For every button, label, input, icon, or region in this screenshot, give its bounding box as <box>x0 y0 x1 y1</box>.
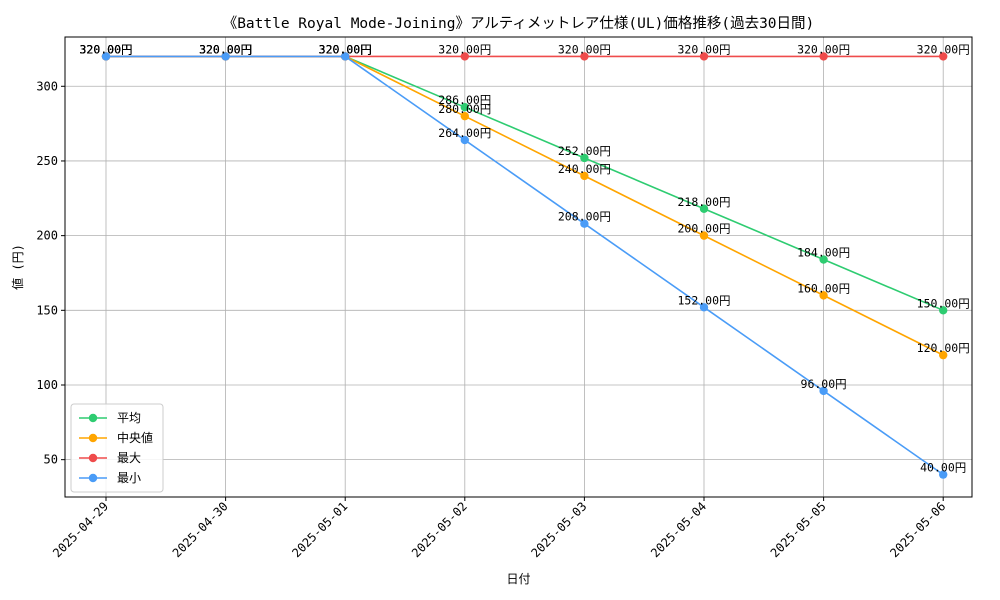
legend-swatch-marker <box>88 413 98 423</box>
data-point <box>580 219 589 228</box>
data-label: 320.00円 <box>319 42 372 56</box>
data-label: 320.00円 <box>199 42 252 56</box>
data-label: 160.00円 <box>797 281 850 295</box>
data-label: 200.00円 <box>677 222 730 236</box>
x-tick-label: 2025-05-06 <box>887 499 948 560</box>
data-label: 150.00円 <box>917 296 970 310</box>
data-point <box>580 52 589 61</box>
series-layer <box>101 52 948 479</box>
data-point <box>460 102 469 112</box>
data-point <box>699 303 709 312</box>
data-label: 320.00円 <box>319 42 372 56</box>
legend-box <box>70 403 164 493</box>
legend-swatch-marker <box>88 433 98 443</box>
data-point <box>939 350 948 360</box>
data-point <box>699 231 709 240</box>
legend-swatch-marker <box>88 453 98 463</box>
series-line <box>106 55 944 476</box>
y-axis-title: 値 (円) <box>10 244 25 290</box>
data-label: 40.00円 <box>920 461 966 475</box>
series-1 <box>101 52 948 315</box>
data-label: 320.00円 <box>199 42 252 56</box>
x-tick-label: 2025-04-30 <box>170 499 231 560</box>
data-label: 120.00円 <box>917 341 970 355</box>
x-tick-label: 2025-05-05 <box>768 499 829 560</box>
data-label: 320.00円 <box>79 42 132 56</box>
x-tick-label: 2025-04-29 <box>50 499 111 560</box>
y-tick-label: 50 <box>44 453 58 467</box>
legend-label: 最小 <box>117 471 141 485</box>
data-label: 280.00円 <box>438 102 491 116</box>
data-label: 320.00円 <box>79 42 132 56</box>
data-point <box>699 204 709 213</box>
data-label: 320.00円 <box>438 42 491 56</box>
data-point <box>341 52 350 61</box>
data-label: 320.00円 <box>677 42 730 56</box>
data-point <box>819 291 828 300</box>
data-point <box>939 306 948 315</box>
legend-item: 中央値 <box>79 430 153 445</box>
series-2 <box>101 52 948 360</box>
y-tick-label: 200 <box>36 229 58 243</box>
data-label: 320.00円 <box>199 42 252 56</box>
data-point <box>819 52 828 61</box>
data-label: 264.00円 <box>438 126 491 140</box>
data-point <box>101 52 111 61</box>
chart-title: 《Battle Royal Mode-Joining》アルティメットレア仕様(U… <box>223 15 815 32</box>
data-label: 320.00円 <box>558 42 611 56</box>
x-tick-label: 2025-05-02 <box>409 499 470 560</box>
data-label: 320.00円 <box>319 42 372 56</box>
data-point <box>460 111 469 121</box>
y-tick-label: 100 <box>36 378 58 392</box>
data-label: 320.00円 <box>319 42 372 56</box>
grid <box>65 37 972 497</box>
x-tick-label: 2025-05-01 <box>289 499 350 560</box>
x-tick-label: 2025-05-04 <box>648 499 709 560</box>
legend-label: 最大 <box>117 451 141 465</box>
y-tick-label: 300 <box>36 79 58 93</box>
data-labels: 320.00円 320.00円 320.00円 286.00円 252.00円 218.0… <box>79 42 969 474</box>
data-point <box>819 255 828 264</box>
y-tick-label: 250 <box>36 154 58 168</box>
data-label: 240.00円 <box>558 162 611 176</box>
data-point <box>580 171 589 181</box>
plot-frame <box>64 36 973 498</box>
x-tick-label: 2025-05-03 <box>529 499 590 560</box>
y-tick-label: 150 <box>36 303 58 317</box>
data-label: 252.00円 <box>558 144 611 158</box>
data-point <box>460 135 469 145</box>
data-label: 320.00円 <box>797 42 850 56</box>
data-label: 320.00円 <box>917 42 970 56</box>
data-point <box>819 386 828 396</box>
series-line <box>106 55 944 312</box>
data-point <box>939 470 948 479</box>
data-point <box>580 153 589 163</box>
legend-item: 平均 <box>79 411 141 425</box>
data-label: 286.00円 <box>438 93 491 107</box>
data-point <box>939 52 948 61</box>
data-label: 320.00円 <box>79 42 132 56</box>
legend-item: 最小 <box>79 471 141 485</box>
data-label: 184.00円 <box>797 246 850 260</box>
data-point <box>460 52 469 61</box>
legend-swatch-marker <box>88 473 98 483</box>
data-point <box>699 52 709 61</box>
data-label: 208.00円 <box>558 210 611 224</box>
data-label: 152.00円 <box>677 293 730 307</box>
data-label: 96.00円 <box>801 377 847 391</box>
data-label: 320.00円 <box>199 42 252 56</box>
legend-label: 平均 <box>117 411 141 425</box>
data-label: 218.00円 <box>677 195 730 209</box>
legend-label: 中央値 <box>117 430 153 445</box>
data-label: 320.00円 <box>79 42 132 56</box>
series-4 <box>101 52 948 479</box>
x-axis-title: 日付 <box>506 572 530 586</box>
data-point <box>221 52 230 61</box>
legend-item: 最大 <box>79 451 141 465</box>
